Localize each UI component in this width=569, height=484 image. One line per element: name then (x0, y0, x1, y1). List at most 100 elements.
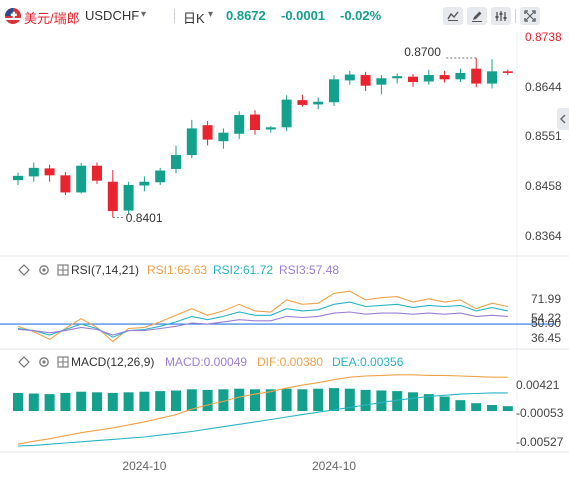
candle-down (107, 181, 118, 212)
dea-line (17, 392, 508, 447)
macd-histogram-bar (92, 392, 102, 412)
rsi3-line (17, 311, 508, 336)
candle-up (265, 127, 276, 130)
rsi-grid-icon[interactable] (57, 264, 69, 276)
macd-histogram-bar (376, 390, 387, 412)
symbol-dropdown-icon[interactable]: ▾ (141, 9, 147, 20)
macd-histogram-bar (13, 392, 23, 412)
macd-title: MACD(12,26,9) (71, 355, 155, 369)
rsi1-value: RSI1:65.63 (147, 263, 208, 277)
timeframe-dropdown-icon[interactable]: ▾ (208, 9, 214, 20)
candle-down (471, 68, 482, 84)
candle-up (139, 181, 150, 186)
candle-up (376, 78, 387, 85)
candle-up (186, 128, 197, 156)
candle-up (329, 79, 339, 103)
candle-up (13, 175, 23, 181)
line-draw-icon[interactable] (443, 7, 463, 25)
candle-up (28, 167, 39, 177)
candle-down (92, 165, 102, 181)
macd-grid-icon[interactable] (57, 356, 69, 368)
macd-histogram-bar (139, 391, 150, 412)
price-tick-label: 0.8738 (525, 29, 562, 44)
price-pane[interactable] (13, 57, 513, 218)
candle-down (60, 175, 71, 193)
pencil-icon[interactable] (467, 7, 487, 25)
usd-chf-flag-icon (5, 8, 21, 24)
macd-pane[interactable] (13, 374, 513, 447)
last-price: 0.8672 (226, 8, 266, 23)
candle-down (408, 76, 418, 82)
timeframe-selector[interactable]: 日K (183, 11, 205, 26)
candle-down (44, 168, 55, 176)
rsi-tick-label: 50.00 (531, 316, 562, 331)
header-divider (174, 9, 175, 23)
candle-down (439, 75, 450, 80)
pair-label[interactable]: 美元/瑞郎 (24, 11, 80, 26)
price-tick-label: 0.8551 (525, 129, 562, 144)
candle-up (455, 72, 466, 80)
candle-up (392, 76, 403, 79)
dif-value: DIF:0.00380 (257, 355, 324, 369)
price-tick-label: 0.8458 (525, 179, 562, 194)
sidebar-collapse-tab[interactable] (557, 108, 569, 130)
rsi-settings-icon[interactable] (38, 264, 50, 276)
macd-histogram-bar (344, 388, 355, 412)
rsi-visibility-icon[interactable] (18, 264, 30, 276)
macd-histogram-bar (329, 388, 339, 412)
settings-sliders-icon[interactable] (491, 7, 511, 25)
price-change: -0.0001 (281, 8, 326, 23)
macd-histogram-bar (439, 396, 450, 412)
candle-down (360, 75, 371, 86)
macd-histogram-bar (171, 390, 181, 412)
macd-histogram-bar (123, 392, 134, 412)
macd-histogram-bar (234, 388, 245, 412)
macd-histogram-bar (60, 392, 71, 412)
price-change-percent: -0.02% (340, 8, 382, 23)
candle-up (171, 155, 181, 169)
macd-histogram-bar (502, 406, 513, 412)
chart-grid (0, 32, 569, 453)
macd-tick-label: -0.00053 (516, 406, 564, 421)
macd-value: MACD:0.00049 (165, 355, 248, 369)
candle-up (313, 101, 324, 105)
candle-down (202, 125, 213, 140)
macd-histogram-bar (423, 394, 434, 412)
candle-up (218, 132, 229, 142)
candle-up (155, 170, 166, 183)
rsi-title: RSI(7,14,21) (71, 263, 140, 277)
macd-histogram-bar (202, 389, 213, 412)
chevron-left-icon (560, 114, 566, 124)
candle-up (344, 74, 355, 81)
macd-histogram-bar (44, 394, 55, 412)
candle-up (76, 165, 87, 193)
macd-histogram-bar (218, 389, 229, 412)
macd-histogram-bar (265, 389, 276, 412)
macd-histogram-bar (392, 391, 403, 412)
candle-up (234, 115, 245, 134)
macd-tick-label: -0.00527 (516, 434, 564, 449)
symbol-label[interactable]: USDCHF (85, 8, 140, 23)
macd-settings-icon[interactable] (38, 356, 50, 368)
macd-histogram-bar (360, 389, 371, 412)
macd-histogram-bar (186, 389, 197, 412)
macd-histogram-bar (76, 391, 87, 412)
macd-histogram-bar (313, 388, 324, 412)
rsi-pane[interactable] (0, 290, 556, 343)
macd-tick-label: 0.00421 (516, 377, 560, 392)
candle-up (123, 184, 134, 211)
macd-visibility-icon[interactable] (18, 356, 30, 368)
candle-up (423, 75, 434, 82)
macd-histogram-bar (487, 404, 497, 412)
rsi2-value: RSI2:61.72 (213, 263, 274, 277)
macd-histogram-bar (281, 388, 292, 412)
macd-histogram-bar (471, 403, 482, 412)
candle-up (281, 99, 292, 128)
x-axis-date-label: 2024-10 (122, 459, 167, 473)
candle-down (250, 114, 260, 130)
chart-header: 美元/瑞郎 USDCHF ▾ 日K ▾ 0.8672 -0.0001 -0.02… (0, 0, 569, 32)
fullscreen-icon[interactable] (520, 7, 540, 25)
price-tick-label: 0.8644 (525, 79, 562, 94)
high-price-annotation: 0.8700 (404, 45, 441, 59)
